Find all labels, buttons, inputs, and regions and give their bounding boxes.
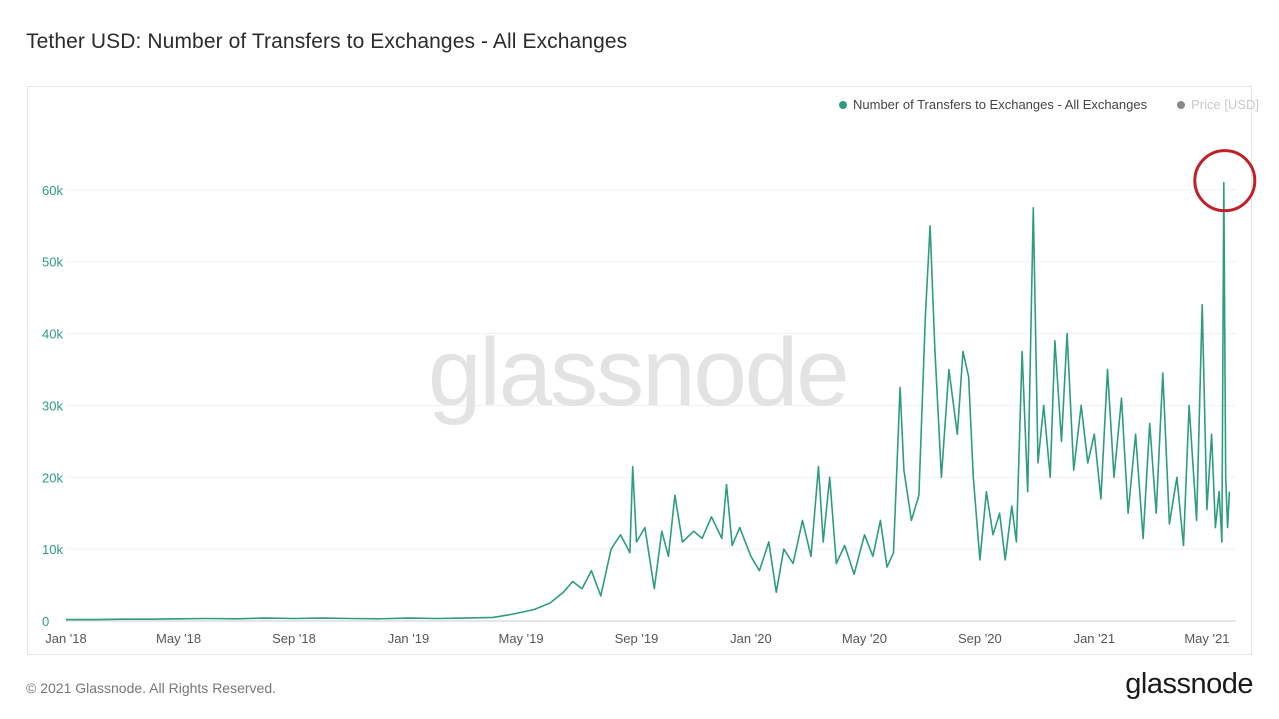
chart-series bbox=[66, 181, 1231, 621]
highlight-circle bbox=[1193, 149, 1257, 213]
footer-copyright: © 2021 Glassnode. All Rights Reserved. bbox=[26, 680, 277, 696]
chart-frame bbox=[27, 86, 1252, 655]
y-tick-label: 60k bbox=[42, 183, 63, 198]
y-tick-label: 0 bbox=[42, 614, 49, 629]
x-axis: Jan '18 May '18 Sep '18 Jan '19 May '19 Sep '… bbox=[45, 631, 1229, 646]
x-tick-label: Sep '18 bbox=[272, 631, 316, 646]
x-tick-label: May '21 bbox=[1184, 631, 1229, 646]
x-tick-label: Jan '19 bbox=[388, 631, 430, 646]
series-line bbox=[66, 181, 1231, 621]
legend-item-transfers[interactable]: Number of Transfers to Exchanges - All E… bbox=[839, 97, 1147, 112]
legend-dot-icon bbox=[839, 100, 847, 109]
legend-label: Number of Transfers to Exchanges - All E… bbox=[853, 97, 1148, 112]
glassnode-logo[interactable]: glassnode bbox=[1125, 668, 1253, 700]
x-tick-label: Jan '20 bbox=[730, 631, 772, 646]
legend-dot-icon bbox=[1177, 100, 1186, 109]
chart-grid bbox=[66, 189, 1236, 622]
x-tick-label: Jan '21 bbox=[1074, 631, 1116, 646]
x-tick-label: May '20 bbox=[842, 631, 887, 646]
x-tick-label: May '18 bbox=[156, 631, 201, 646]
y-tick-label: 20k bbox=[42, 470, 63, 485]
chart-annotations bbox=[1193, 149, 1257, 213]
y-tick-label: 10k bbox=[42, 542, 63, 557]
x-tick-label: May '19 bbox=[498, 631, 543, 646]
y-axis: 0 10k 20k 30k 40k 50k 60k bbox=[42, 183, 63, 629]
chart-legend: Number of Transfers to Exchanges - All E… bbox=[839, 97, 1259, 112]
y-tick-label: 40k bbox=[42, 327, 63, 342]
legend-label: Price [USD] bbox=[1191, 97, 1259, 112]
x-tick-label: Sep '20 bbox=[958, 631, 1002, 646]
x-tick-label: Sep '19 bbox=[615, 631, 659, 646]
page-title: Tether USD: Number of Transfers to Excha… bbox=[26, 30, 628, 53]
y-tick-label: 50k bbox=[42, 255, 63, 270]
legend-item-price[interactable]: Price [USD] bbox=[1177, 97, 1259, 112]
y-tick-label: 30k bbox=[42, 398, 63, 413]
x-tick-label: Jan '18 bbox=[45, 631, 87, 646]
